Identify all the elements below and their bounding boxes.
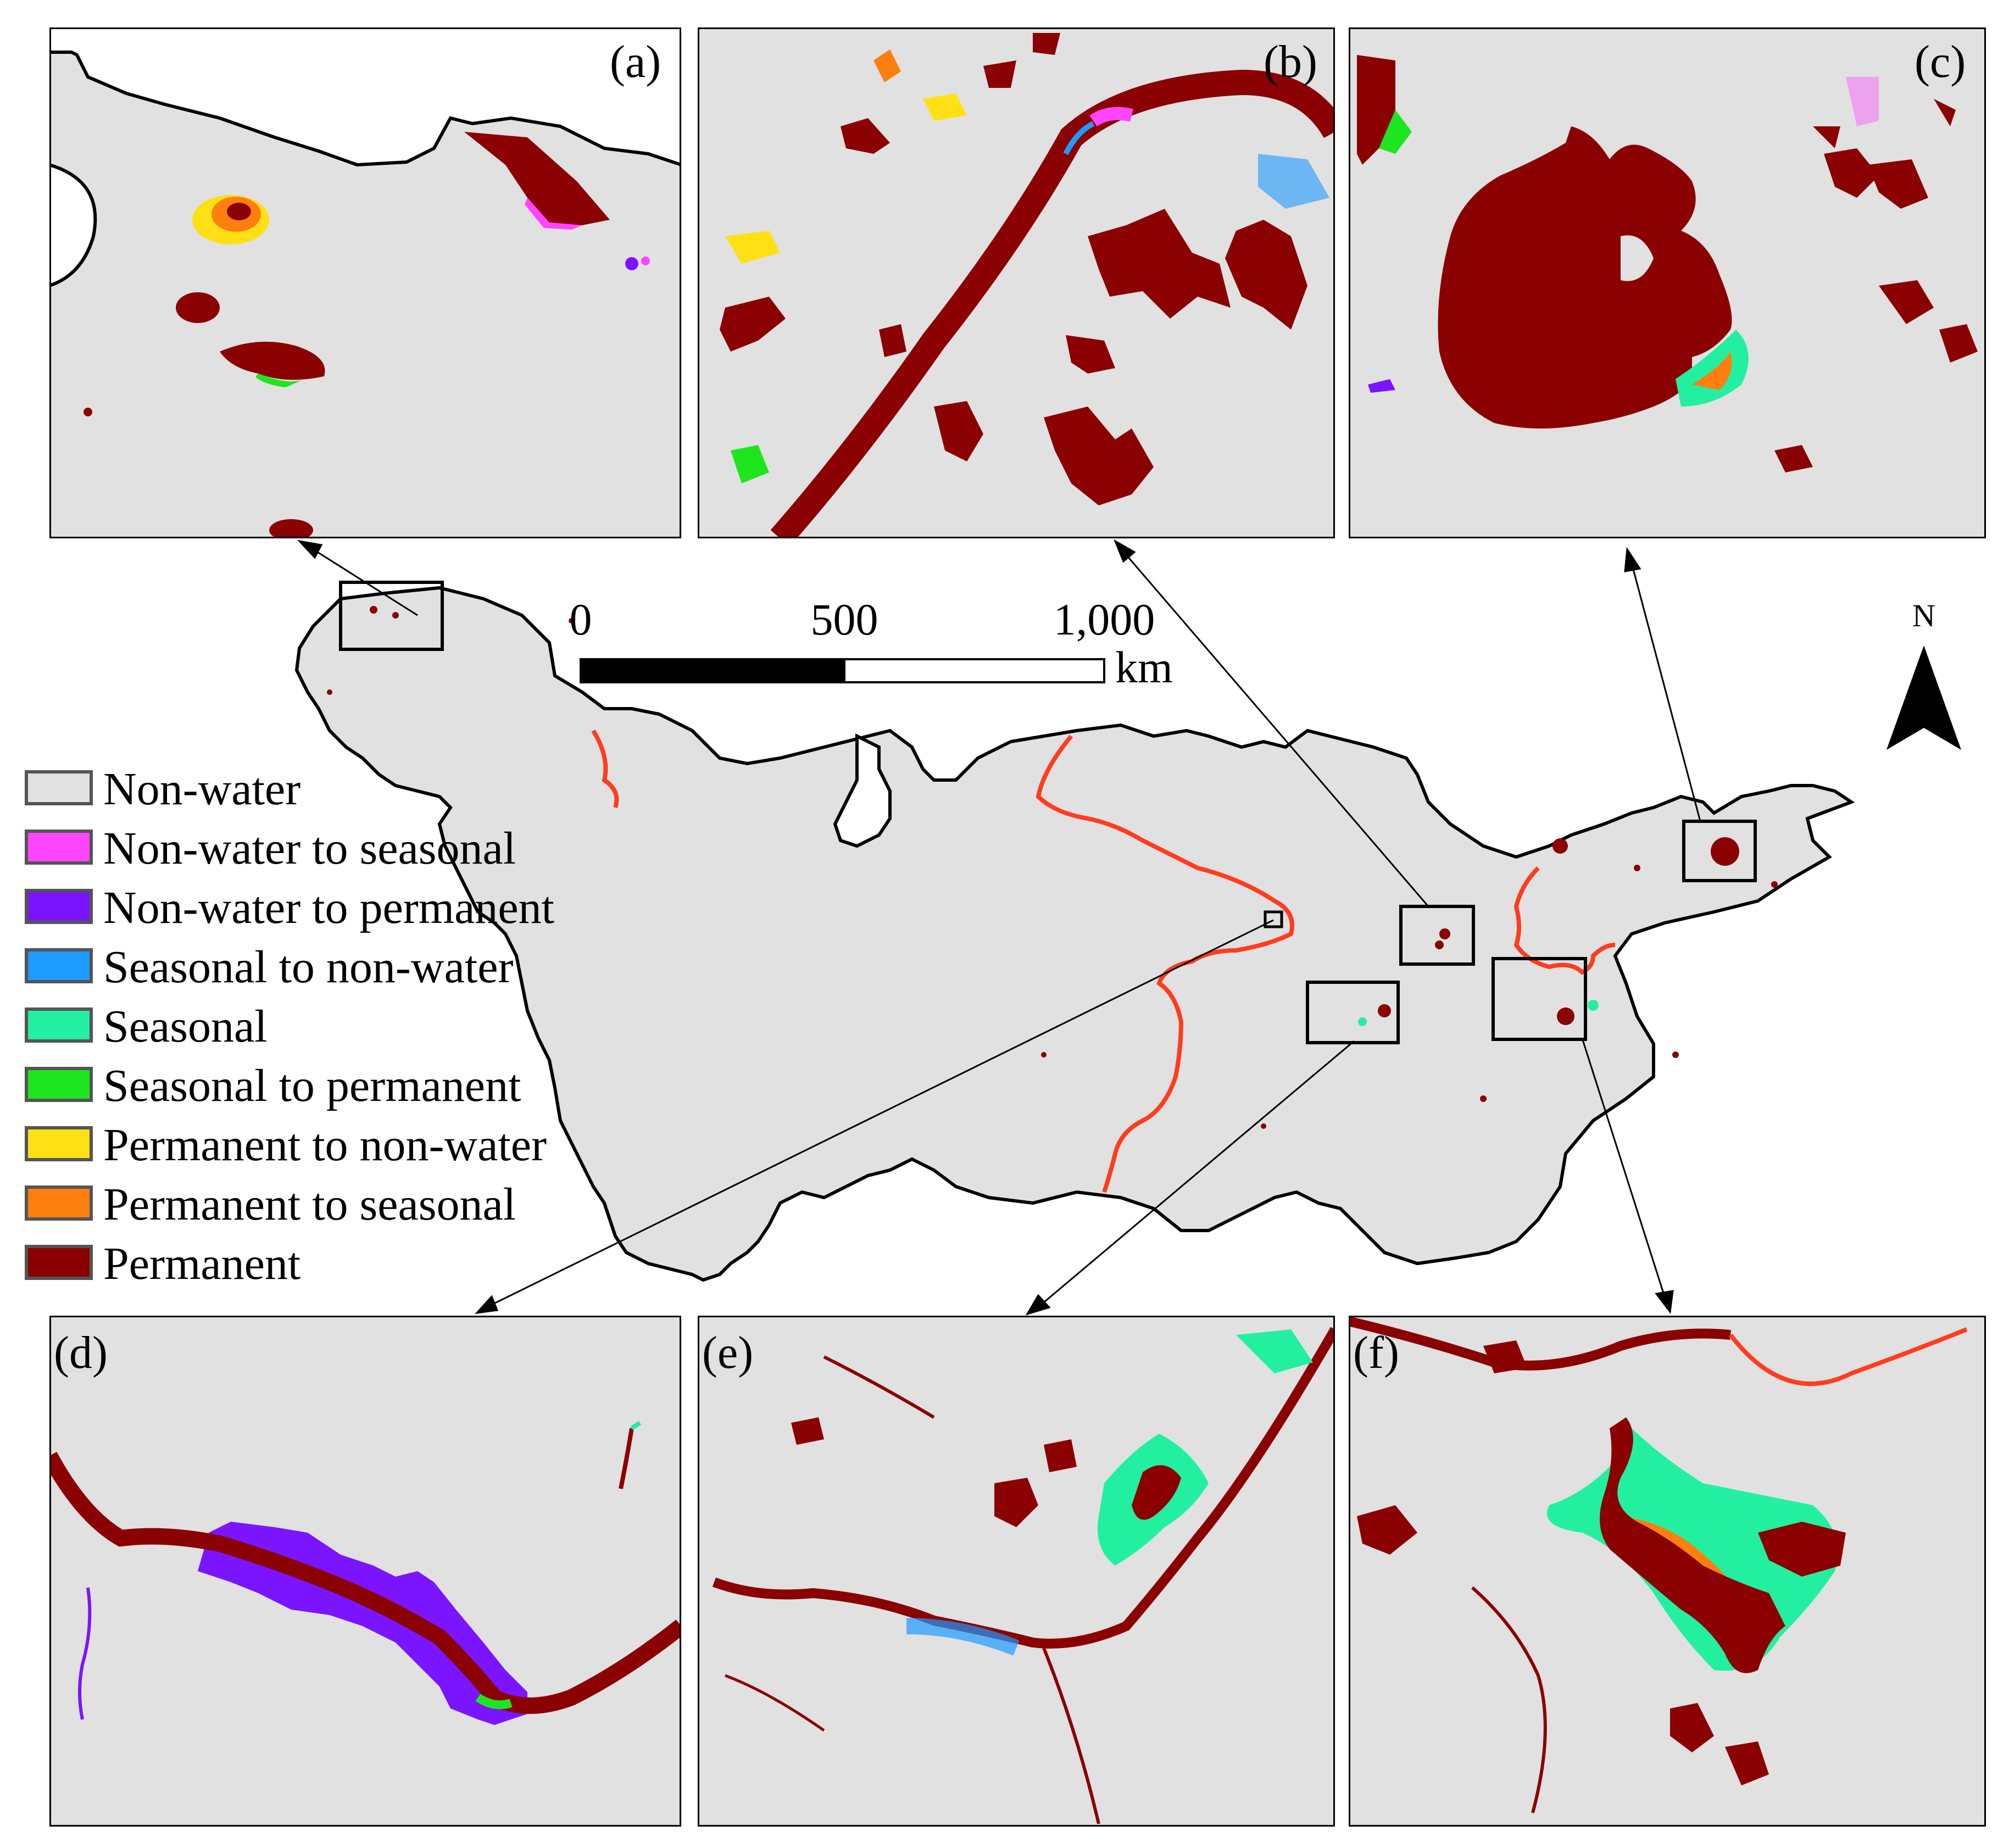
zoom-box-c bbox=[1682, 820, 1757, 882]
panel-f-label: (f) bbox=[1353, 1327, 1399, 1378]
panel-d-river bbox=[49, 1451, 681, 1714]
zoom-box-a bbox=[339, 581, 444, 651]
legend-label: Permanent to seasonal bbox=[103, 1179, 516, 1230]
legend-swatch bbox=[25, 948, 93, 983]
legend-item-permanent: Permanent bbox=[25, 1238, 300, 1289]
panel-b-lake-3 bbox=[1044, 407, 1154, 505]
north-arrow: N bbox=[1886, 598, 1961, 750]
legend-item-seasonal-to-permanent: Seasonal to permanent bbox=[25, 1060, 521, 1111]
legend-item-non-water-to-permanent: Non-water to permanent bbox=[25, 882, 554, 933]
legend-label: Permanent to non-water bbox=[103, 1120, 547, 1171]
panel-a-label: (a) bbox=[610, 36, 661, 87]
legend: Non-water Non-water to seasonal Non-wate… bbox=[25, 764, 554, 1289]
basin-map bbox=[294, 581, 1855, 1282]
legend-label: Seasonal bbox=[103, 1001, 268, 1052]
zoom-box-d bbox=[1264, 910, 1283, 928]
panel-d-label: (d) bbox=[54, 1327, 108, 1378]
panel-a-outside-area bbox=[49, 27, 681, 167]
zoom-box-b bbox=[1399, 905, 1475, 966]
legend-label: Non-water to seasonal bbox=[103, 823, 516, 874]
panel-a-white-lobe bbox=[49, 163, 97, 288]
north-arrow-icon bbox=[1886, 645, 1961, 750]
scale-tick-500: 500 bbox=[811, 594, 878, 644]
panel-b-lake-5 bbox=[934, 401, 983, 461]
panel-a-lake-4-edge bbox=[255, 374, 302, 387]
panel-a-lake-2-permanent bbox=[227, 203, 251, 220]
legend-item-permanent-to-seasonal: Permanent to seasonal bbox=[25, 1179, 516, 1230]
panel-f-river bbox=[1349, 1316, 1731, 1371]
legend-item-seasonal: Seasonal bbox=[25, 1001, 268, 1052]
legend-swatch bbox=[25, 1067, 93, 1102]
panel-c-main-lake bbox=[1438, 126, 1732, 428]
basin-boundary bbox=[294, 586, 1855, 1282]
panel-b-lake-1 bbox=[1088, 209, 1231, 319]
scale-bar: 0 500 1,000 km bbox=[570, 594, 1173, 692]
legend-label: Seasonal to non-water bbox=[103, 942, 513, 993]
zoom-box-f bbox=[1492, 957, 1587, 1041]
panel-b-label: (b) bbox=[1264, 36, 1317, 87]
panel-d-reservoir-extent bbox=[198, 1522, 527, 1725]
panel-e-river bbox=[712, 1327, 1335, 1649]
legend-swatch bbox=[25, 1245, 93, 1280]
panel-a-lake-5 bbox=[269, 519, 313, 538]
panel-b-lake-2 bbox=[1225, 220, 1307, 330]
legend-item-seasonal-to-non-water: Seasonal to non-water bbox=[25, 942, 513, 993]
legend-label: Non-water to permanent bbox=[103, 882, 554, 933]
panel-a-lake-1 bbox=[464, 132, 610, 225]
panel-c: (c) bbox=[1349, 27, 1986, 538]
panel-d: (d) bbox=[49, 1316, 681, 1827]
panel-e-lake-permanent bbox=[1132, 1465, 1181, 1520]
panel-f: (f) bbox=[1349, 1316, 1986, 1827]
legend-item-non-water-to-seasonal: Non-water to seasonal bbox=[25, 823, 516, 874]
legend-swatch bbox=[25, 889, 93, 924]
scale-bar-black-segment bbox=[580, 658, 845, 683]
scale-tick-0: 0 bbox=[570, 594, 592, 644]
legend-swatch bbox=[25, 770, 93, 805]
panel-b: (b) bbox=[698, 27, 1335, 538]
legend-label: Permanent bbox=[103, 1238, 300, 1289]
boundary-line-2 bbox=[1036, 734, 1294, 1193]
connector-arrows bbox=[297, 539, 1701, 1316]
panel-b-lake-4 bbox=[720, 297, 786, 352]
panel-f-lake-permanent bbox=[1600, 1417, 1785, 1673]
panel-e-label: (e) bbox=[702, 1327, 753, 1378]
panel-b-river bbox=[770, 69, 1335, 538]
north-label: N bbox=[1912, 598, 1935, 633]
legend-swatch bbox=[25, 1008, 93, 1043]
panel-a-lake-3 bbox=[176, 292, 220, 323]
panel-a-lake-4 bbox=[220, 342, 325, 380]
panel-a-lake-1-edge bbox=[525, 198, 582, 230]
legend-item-non-water: Non-water bbox=[25, 764, 300, 815]
scale-bar-white-segment bbox=[843, 658, 1105, 683]
legend-label: Non-water bbox=[103, 764, 300, 815]
scale-unit: km bbox=[1115, 642, 1173, 692]
legend-swatch bbox=[25, 1126, 93, 1161]
scale-tick-1000: 1,000 bbox=[1054, 594, 1155, 644]
legend-item-permanent-to-non-water: Permanent to non-water bbox=[25, 1120, 547, 1171]
panel-e: (e) bbox=[698, 1316, 1335, 1827]
panel-a: (a) bbox=[49, 27, 681, 538]
basin-notch-north bbox=[833, 733, 892, 848]
panel-c-label: (c) bbox=[1915, 36, 1966, 87]
legend-swatch bbox=[25, 830, 93, 865]
legend-label: Seasonal to permanent bbox=[103, 1060, 521, 1111]
boundary-line-3 bbox=[1513, 866, 1616, 975]
boundary-line-1 bbox=[591, 729, 619, 809]
legend-swatch bbox=[25, 1185, 93, 1221]
